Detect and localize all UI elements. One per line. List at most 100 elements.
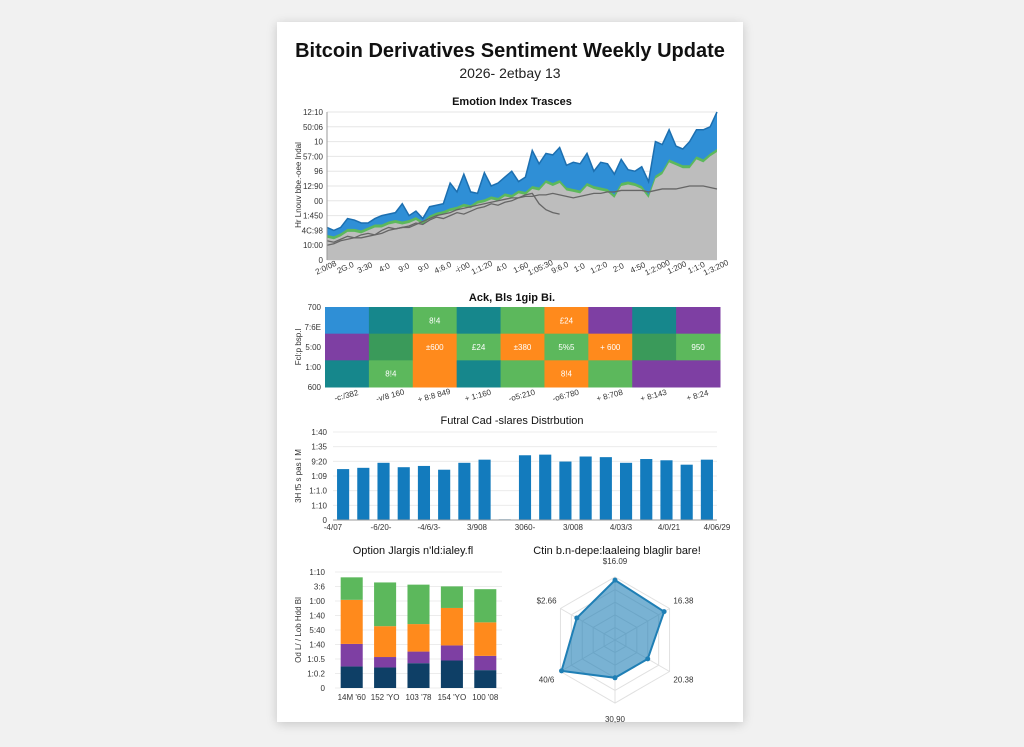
x-tick-label: 4/0/21 — [658, 523, 681, 532]
y-tick-label: 9:20 — [311, 457, 327, 466]
radar-point — [559, 668, 565, 674]
stacked-bar-segment — [440, 660, 463, 688]
stacked-bar-segment — [374, 657, 397, 668]
heatmap-cell-label: 8!4 — [561, 370, 573, 379]
heatmap-cell-label: ±380 — [514, 343, 532, 352]
heatmap-cell — [325, 333, 370, 361]
radar-axis-label: 30,90 — [605, 715, 626, 724]
y-tick-label: 1:40 — [309, 612, 325, 621]
heatmap-cell — [632, 360, 677, 388]
stacked-bar-segment — [340, 643, 363, 667]
y-tick-label: 1:09 — [311, 472, 327, 481]
stacked-bar-segment — [407, 584, 430, 625]
series-line-blue — [326, 111, 718, 232]
futures-bar-chart: 0 1:10 1:1.0 1:09 9:20 1:35 1:40 -4/07 -6/20- -4/… — [309, 428, 731, 532]
bar — [337, 469, 350, 520]
y-tick-label: 5:40 — [309, 626, 325, 635]
bar — [518, 455, 532, 520]
radar-axis-label: 16.38 — [673, 597, 694, 606]
heatmap-cell — [368, 307, 414, 335]
y-tick-label: 5:00 — [305, 343, 321, 352]
heatmap-cell — [544, 307, 589, 335]
x-tick-label: 152 'YO — [371, 693, 400, 702]
x-tick-label: 4/06/29 — [704, 523, 731, 532]
heatmap-cell — [412, 333, 458, 361]
radar-chart: $16.09 16.38 20.38 30,90 40/6 $2.66 — [537, 557, 694, 724]
heatmap-cell — [500, 333, 545, 361]
heatmap-cell — [325, 307, 370, 335]
heatmap-cell — [632, 307, 677, 335]
heatmap-cell — [456, 333, 502, 361]
x-tick-label: 1:2:0 — [589, 260, 609, 276]
bar — [377, 462, 390, 520]
stacked-bar-segment — [474, 622, 497, 656]
heatmap-cell — [676, 333, 721, 361]
futures-chart-title: Futral Cad -slares Distrbution — [440, 415, 583, 427]
bar — [539, 454, 552, 520]
y-tick-label: 1:10 — [309, 568, 325, 577]
y-tick-label: 1:00 — [305, 363, 321, 372]
radar-axis-label: 40/6 — [539, 676, 555, 685]
options-chart-title: Option Jlargis n'ld:ialey.fl — [353, 545, 474, 557]
radar-chart-title: Ctin b.n-depe:laaleing blaglir bare! — [533, 545, 701, 557]
x-tick-label: 4:6.0 — [433, 260, 453, 276]
radar-axis-label: $16.09 — [603, 557, 628, 566]
x-tick-label: -i:00 — [453, 260, 471, 275]
heatmap-cell — [676, 360, 721, 388]
x-tick-label: 3/008 — [563, 523, 584, 532]
bar — [700, 459, 713, 520]
y-tick-label: 57:00 — [303, 152, 324, 161]
bar — [680, 464, 693, 520]
emotion-chart-title: Emotion Index Trasces — [452, 96, 572, 108]
heatmap-cell — [588, 360, 633, 388]
y-tick-label: 7:6E — [305, 323, 321, 332]
heatmap-cell-label: 8!4 — [429, 316, 441, 325]
bar — [640, 459, 653, 520]
x-tick-label: -c:/382 — [333, 388, 359, 403]
x-tick-label: 100 '08 — [472, 693, 499, 702]
options-stacked-bar-chart: 0 1:0.2 1:0.5 1:40 5:40 1:40 1:00 3:6 1:10 14M '6… — [307, 568, 502, 702]
x-tick-label: + 1:160 — [464, 388, 493, 404]
heatmap-ylabel: Fcl:p bsp.l — [294, 329, 303, 366]
stacked-bar-segment — [407, 651, 430, 664]
y-tick-label: 10:00 — [303, 241, 324, 250]
bar — [458, 462, 471, 520]
heatmap-cell — [412, 307, 458, 335]
x-tick-label: 154 'YO — [438, 693, 467, 702]
stacked-bar-segment — [374, 582, 397, 627]
stacked-bar-segment — [374, 626, 397, 658]
y-tick-label: 10 — [314, 138, 323, 147]
y-tick-label: 600 — [308, 383, 322, 392]
y-tick-label: 1:10 — [311, 501, 327, 510]
series-line-gray — [326, 185, 718, 246]
stacked-bar-segment — [340, 666, 363, 688]
radar-area — [560, 578, 666, 679]
heatmap-cell — [368, 333, 414, 361]
y-tick-label: 12:90 — [303, 182, 324, 191]
y-tick-label: 1:00 — [309, 597, 325, 606]
stacked-bar-segment — [474, 589, 497, 623]
radar-point — [661, 609, 667, 615]
y-tick-label: 1:0.5 — [307, 655, 325, 664]
heatmap-cell-label: £24 — [472, 343, 486, 352]
stacked-bar-segment — [440, 586, 463, 608]
heatmap-title: Ack, Bls 1gip Bi. — [469, 292, 555, 304]
y-tick-label: 50:06 — [303, 123, 324, 132]
stacked-bar-segment — [440, 645, 463, 661]
report-subtitle: 2026- 2etbay 13 — [459, 65, 560, 81]
heatmap-cell-label: £24 — [560, 316, 574, 325]
x-tick-label: -4/6/3- — [417, 523, 440, 532]
series-area-gray — [327, 151, 717, 260]
heatmap-cell — [588, 333, 633, 361]
bar — [579, 456, 592, 520]
x-tick-label: 3060- — [515, 523, 536, 532]
radar-point — [645, 656, 651, 662]
x-tick-label: 2G.0 — [336, 260, 356, 276]
heatmap-cell — [325, 360, 370, 388]
bar — [559, 461, 572, 520]
y-tick-label: 4C:98 — [302, 226, 324, 235]
y-tick-label: 0 — [323, 516, 328, 525]
x-tick-label: 14M '60 — [338, 693, 367, 702]
y-tick-label: 96 — [314, 167, 323, 176]
y-tick-label: 3:6 — [314, 583, 326, 592]
